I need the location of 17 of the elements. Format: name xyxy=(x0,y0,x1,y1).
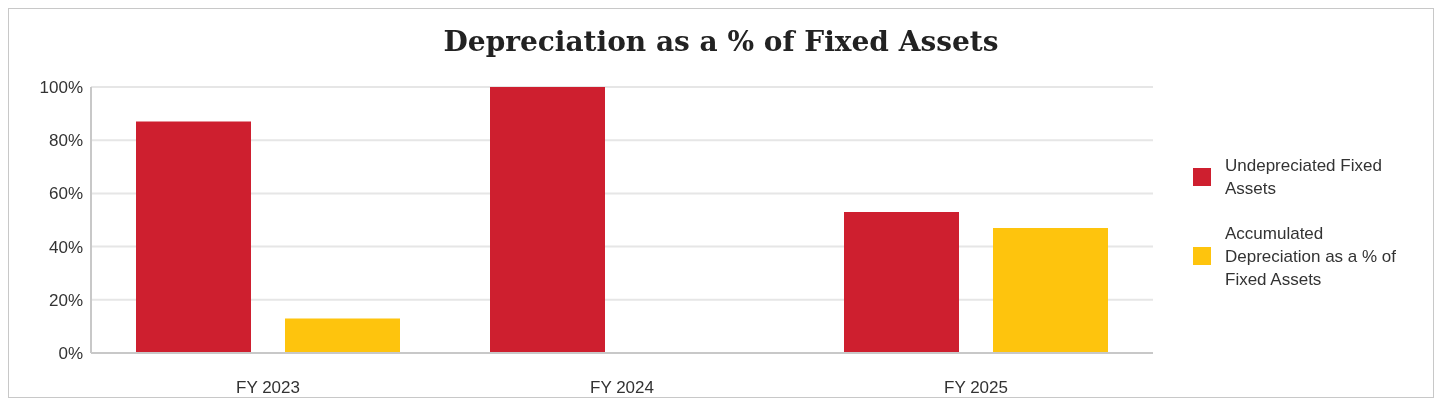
y-tick-label: 20% xyxy=(48,290,83,310)
legend-label: Undepreciated Fixed Assets xyxy=(1225,154,1383,200)
y-tick-label: 40% xyxy=(48,237,83,257)
y-tick-label: 100% xyxy=(39,78,83,98)
x-tick-label: FY 2025 xyxy=(944,378,1008,398)
bar xyxy=(490,87,605,353)
bar xyxy=(285,318,400,353)
y-tick-label: 80% xyxy=(48,131,83,151)
x-tick-label: FY 2023 xyxy=(236,378,300,398)
x-tick-label: FY 2024 xyxy=(590,378,654,398)
bar xyxy=(993,227,1108,353)
y-tick-label: 0% xyxy=(58,344,83,364)
legend-label: Accumulated Depreciation as a % of Fixed Assets xyxy=(1225,222,1398,291)
y-tick-label: 60% xyxy=(48,184,83,204)
chart-title: Depreciation as a % of Fixed Assets xyxy=(442,24,1000,60)
bar xyxy=(844,212,959,353)
bar xyxy=(136,121,251,353)
